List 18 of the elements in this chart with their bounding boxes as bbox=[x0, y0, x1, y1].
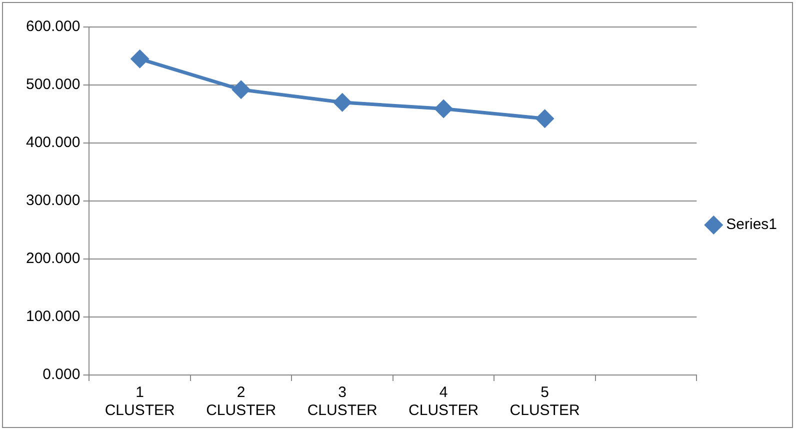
point bbox=[536, 110, 554, 128]
point bbox=[232, 80, 250, 98]
point bbox=[131, 50, 149, 68]
x-tick-label: 2 CLUSTER bbox=[206, 384, 276, 420]
x-tick-label: 4 CLUSTER bbox=[408, 384, 479, 420]
y-tick-label: 0.000 bbox=[42, 366, 80, 384]
legend-label: Series1 bbox=[726, 216, 777, 234]
y-tick-label: 400.000 bbox=[26, 134, 80, 152]
y-tick-label: 600.000 bbox=[26, 18, 80, 36]
x-tick-label: 5 CLUSTER bbox=[510, 384, 580, 420]
y-tick-label: 500.000 bbox=[26, 76, 80, 94]
y-tick-label: 200.000 bbox=[26, 250, 80, 268]
point bbox=[334, 94, 352, 112]
y-tick-label: 300.000 bbox=[26, 192, 80, 210]
x-tick-label: 3 CLUSTER bbox=[307, 384, 378, 420]
x-tick-label: 1 CLUSTER bbox=[104, 384, 176, 420]
y-tick-label: 100.000 bbox=[26, 308, 80, 326]
point bbox=[434, 100, 452, 118]
